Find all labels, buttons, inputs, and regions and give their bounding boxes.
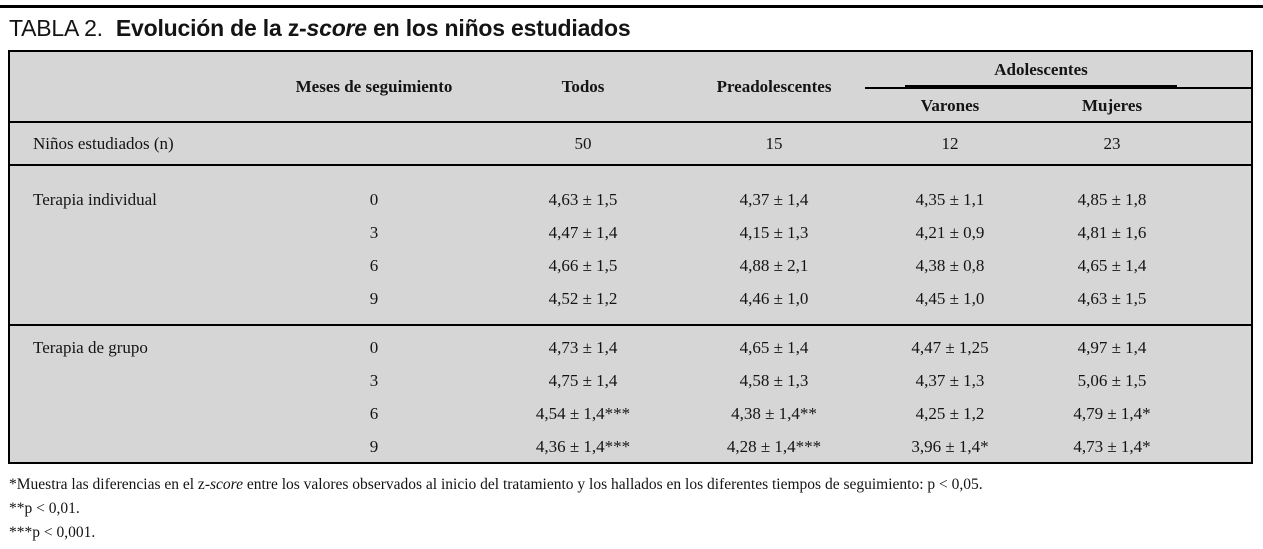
data-cell: 4,63 ± 1,5 (548, 190, 618, 209)
data-cell: 4,47 ± 1,25 (911, 338, 989, 357)
table-row: 3 4,47 ± 1,4 4,15 ± 1,3 4,21 ± 0,9 4,81 … (10, 216, 1251, 249)
table-row: 9 4,36 ± 1,4*** 4,28 ± 1,4*** 3,96 ± 1,4… (10, 430, 1251, 462)
meses-cell: 0 (369, 190, 379, 209)
table-row-ninos-estudiados: Niños estudiados (n) 50 15 12 23 (10, 122, 1252, 166)
meses-cell: 0 (369, 338, 379, 357)
table-row: Terapia individual 0 4,63 ± 1,5 4,37 ± 1… (10, 165, 1251, 326)
data-cell: 4,38 ± 0,8 (915, 256, 985, 275)
col-header-varones: Varones (865, 88, 1035, 123)
data-cell: 15 (683, 122, 865, 166)
data-cell: 4,25 ± 1,2 (915, 404, 985, 423)
data-cell: 4,35 ± 1,1 (915, 190, 985, 209)
data-cell: 4,54 ± 1,4*** (535, 404, 631, 423)
table-row: Terapia de grupo 0 4,73 ± 1,4 4,65 ± 1,4… (10, 325, 1251, 364)
table-row: 6 4,66 ± 1,5 4,88 ± 2,1 4,38 ± 0,8 4,65 … (10, 249, 1251, 282)
data-cell: 4,73 ± 1,4 (548, 338, 618, 357)
data-cell: 50 (483, 122, 683, 166)
data-cell: 4,58 ± 1,3 (739, 371, 809, 390)
table-row: 3 4,75 ± 1,4 4,58 ± 1,3 4,37 ± 1,3 5,06 … (10, 364, 1251, 397)
row-label-ninos-estudiados: Niños estudiados (n) (10, 122, 265, 166)
footnote-1-italic: score (209, 476, 243, 493)
data-table: Meses de seguimiento Todos Preadolescent… (10, 52, 1252, 462)
data-cell: 4,28 ± 1,4*** (726, 437, 822, 456)
col-header-mujeres: Mujeres (1035, 88, 1252, 123)
footnote-1-post: entre los valores observados al inicio d… (242, 476, 983, 493)
data-cell: 4,75 ± 1,4 (548, 371, 618, 390)
col-header-preadolescentes: Preadolescentes (683, 52, 865, 123)
data-cell: 4,36 ± 1,4*** (535, 437, 631, 456)
data-cell: 12 (865, 122, 1035, 166)
table-body-n: Niños estudiados (n) 50 15 12 23 (10, 122, 1252, 166)
header-empty-cell (10, 52, 265, 123)
meses-cell: 3 (369, 223, 379, 242)
data-cell: 4,38 ± 1,4** (731, 404, 817, 423)
row-label-terapia-de-grupo: Terapia de grupo (33, 338, 148, 357)
footnote-3: ***p < 0,001. (9, 524, 96, 541)
data-cell: 4,47 ± 1,4 (548, 223, 618, 242)
footnote-2: **p < 0,01. (9, 500, 80, 517)
data-cell: 4,88 ± 2,1 (739, 256, 809, 275)
meses-cell: 6 (369, 256, 379, 275)
section-terapia-individual: Terapia individual 0 4,63 ± 1,5 4,37 ± 1… (10, 165, 1252, 326)
caption-text-pre: Evolución de la z- (115, 15, 307, 41)
table-row: 9 4,52 ± 1,2 4,46 ± 1,0 4,45 ± 1,0 4,63 … (10, 282, 1252, 326)
data-cell-empty (265, 122, 483, 166)
footnote-1-pre: *Muestra las diferencias en el z- (9, 476, 210, 493)
data-cell: 23 (1035, 122, 1252, 166)
data-cell: 4,97 ± 1,4 (1077, 338, 1147, 357)
data-cell: 4,79 ± 1,4* (1073, 404, 1151, 423)
caption-text-post: en los niños estudiados (366, 15, 631, 41)
data-cell: 3,96 ± 1,4* (911, 437, 989, 456)
row-label-terapia-individual: Terapia individual (10, 165, 265, 326)
table-title: TABLA 2. Evolución de la z-score en los n… (9, 14, 631, 42)
table-number: TABLA 2. (9, 15, 103, 41)
meses-cell: 3 (369, 371, 379, 390)
data-cell: 4,85 ± 1,8 (1077, 190, 1147, 209)
data-cell: 4,65 ± 1,4 (1077, 256, 1147, 275)
data-cell: 4,66 ± 1,5 (548, 256, 618, 275)
data-table-container: Meses de seguimiento Todos Preadolescent… (8, 50, 1253, 464)
data-cell: 4,73 ± 1,4* (1073, 437, 1151, 456)
data-cell: 4,45 ± 1,0 (865, 282, 1035, 326)
footnotes: *Muestra las diferencias en el z-score e… (9, 473, 983, 545)
data-cell: 4,37 ± 1,3 (915, 371, 985, 390)
table-row: 6 4,54 ± 1,4*** 4,38 ± 1,4** 4,25 ± 1,2 … (10, 397, 1251, 430)
data-cell: 4,46 ± 1,0 (683, 282, 865, 326)
data-cell: 4,37 ± 1,4 (739, 190, 809, 209)
col-header-meses: Meses de seguimiento (265, 52, 483, 123)
meses-cell: 9 (265, 282, 483, 326)
meses-cell: 9 (369, 437, 379, 456)
col-group-adolescentes: Adolescentes (865, 52, 1252, 89)
section-terapia-de-grupo: Terapia de grupo 0 4,73 ± 1,4 4,65 ± 1,4… (10, 325, 1251, 462)
data-cell: 4,63 ± 1,5 (1035, 282, 1252, 326)
table-caption: Evolución de la z-score en los niños est… (116, 15, 631, 41)
footnote-1: *Muestra las diferencias en el z-score e… (9, 473, 983, 497)
top-rule (0, 5, 1263, 8)
data-cell: 5,06 ± 1,5 (1077, 371, 1147, 390)
col-header-todos: Todos (483, 52, 683, 123)
caption-text-italic: score (306, 15, 368, 41)
data-cell: 4,21 ± 0,9 (915, 223, 985, 242)
data-cell: 4,81 ± 1,6 (1077, 223, 1147, 242)
data-cell: 4,52 ± 1,2 (483, 282, 683, 326)
meses-cell: 6 (369, 404, 379, 423)
table-header: Meses de seguimiento Todos Preadolescent… (10, 52, 1252, 123)
data-cell: 4,65 ± 1,4 (739, 338, 809, 357)
data-cell: 4,15 ± 1,3 (739, 223, 809, 242)
col-group-adolescentes-label: Adolescentes (905, 60, 1178, 87)
